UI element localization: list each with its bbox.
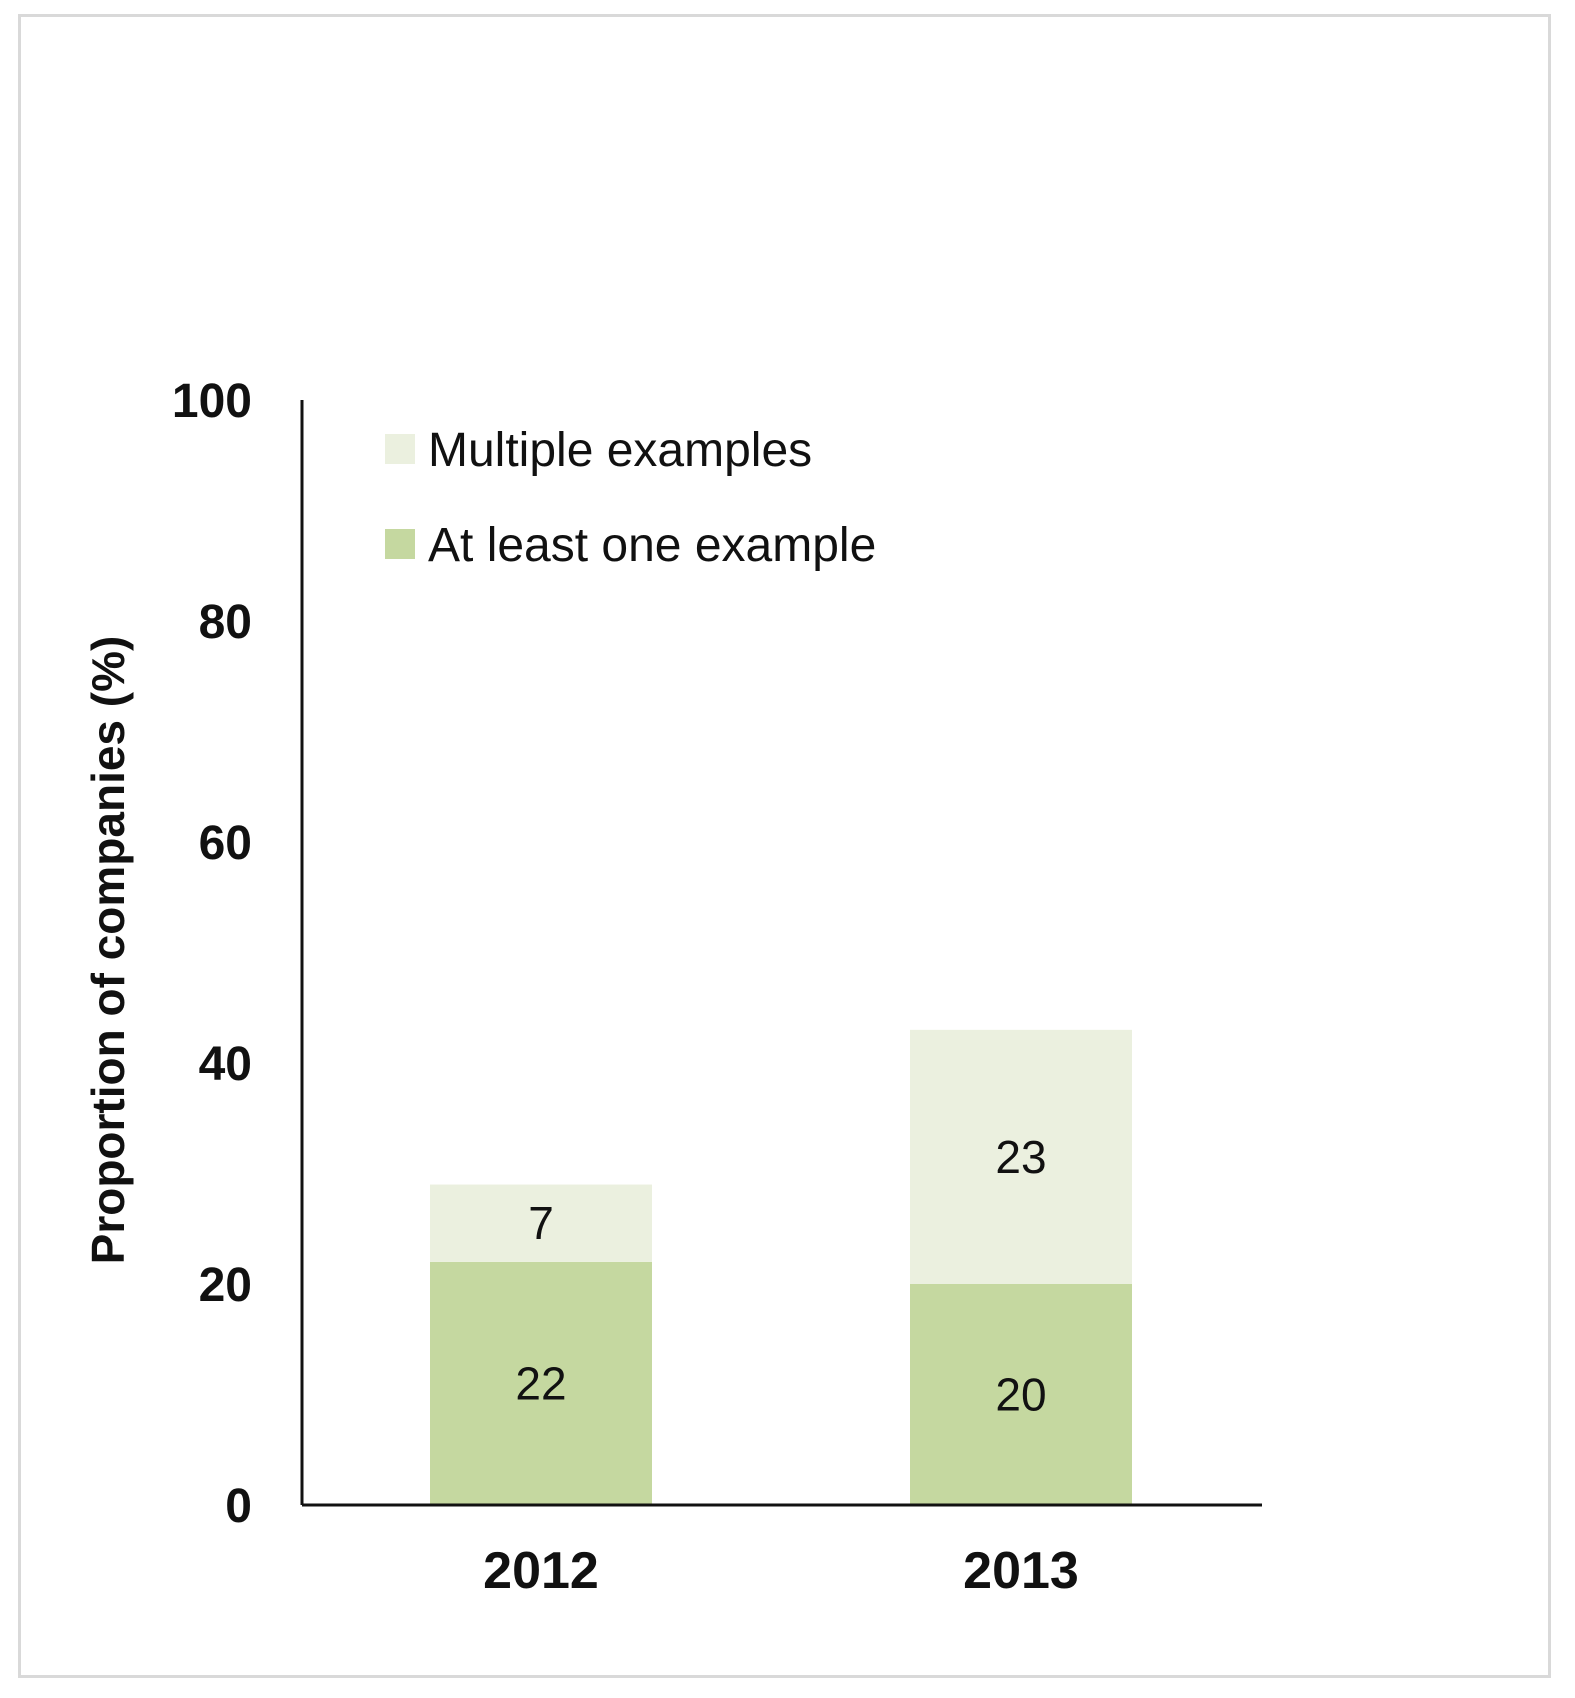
bar-segment xyxy=(430,1184,652,1262)
bar-data-label: 23 xyxy=(995,1131,1046,1183)
legend-label: Multiple examples xyxy=(428,424,812,477)
legend-label: At least one example xyxy=(428,519,876,572)
bar-segment xyxy=(910,1284,1132,1505)
chart-frame xyxy=(18,14,1551,1678)
bars-layer xyxy=(430,1029,1132,1505)
bar-data-label: 20 xyxy=(995,1369,1046,1421)
bar-segment xyxy=(430,1261,652,1505)
bar-data-label: 7 xyxy=(528,1197,554,1249)
legend-swatch xyxy=(385,529,415,559)
x-tick-label: 2013 xyxy=(963,1542,1079,1600)
axes-layer xyxy=(300,400,1262,1507)
legend: Multiple examples At least one example xyxy=(385,424,876,572)
x-tick-labels: 2012 2013 xyxy=(483,1542,1079,1600)
y-tick-labels: 0 20 40 60 80 100 xyxy=(172,375,252,1533)
legend-swatch xyxy=(385,434,415,464)
y-axis-title: Proportion of companies (%) xyxy=(82,636,134,1265)
y-tick-label: 20 xyxy=(199,1259,252,1312)
y-tick-label: 80 xyxy=(199,596,252,649)
bar-segment xyxy=(910,1029,1132,1284)
y-tick-label: 60 xyxy=(199,817,252,870)
y-tick-label: 40 xyxy=(199,1038,252,1091)
y-tick-label: 0 xyxy=(225,1480,252,1533)
x-tick-label: 2012 xyxy=(483,1542,599,1600)
data-labels-layer: 22 7 20 23 xyxy=(515,1131,1046,1421)
y-tick-label: 100 xyxy=(172,375,252,428)
bar-data-label: 22 xyxy=(515,1357,566,1409)
